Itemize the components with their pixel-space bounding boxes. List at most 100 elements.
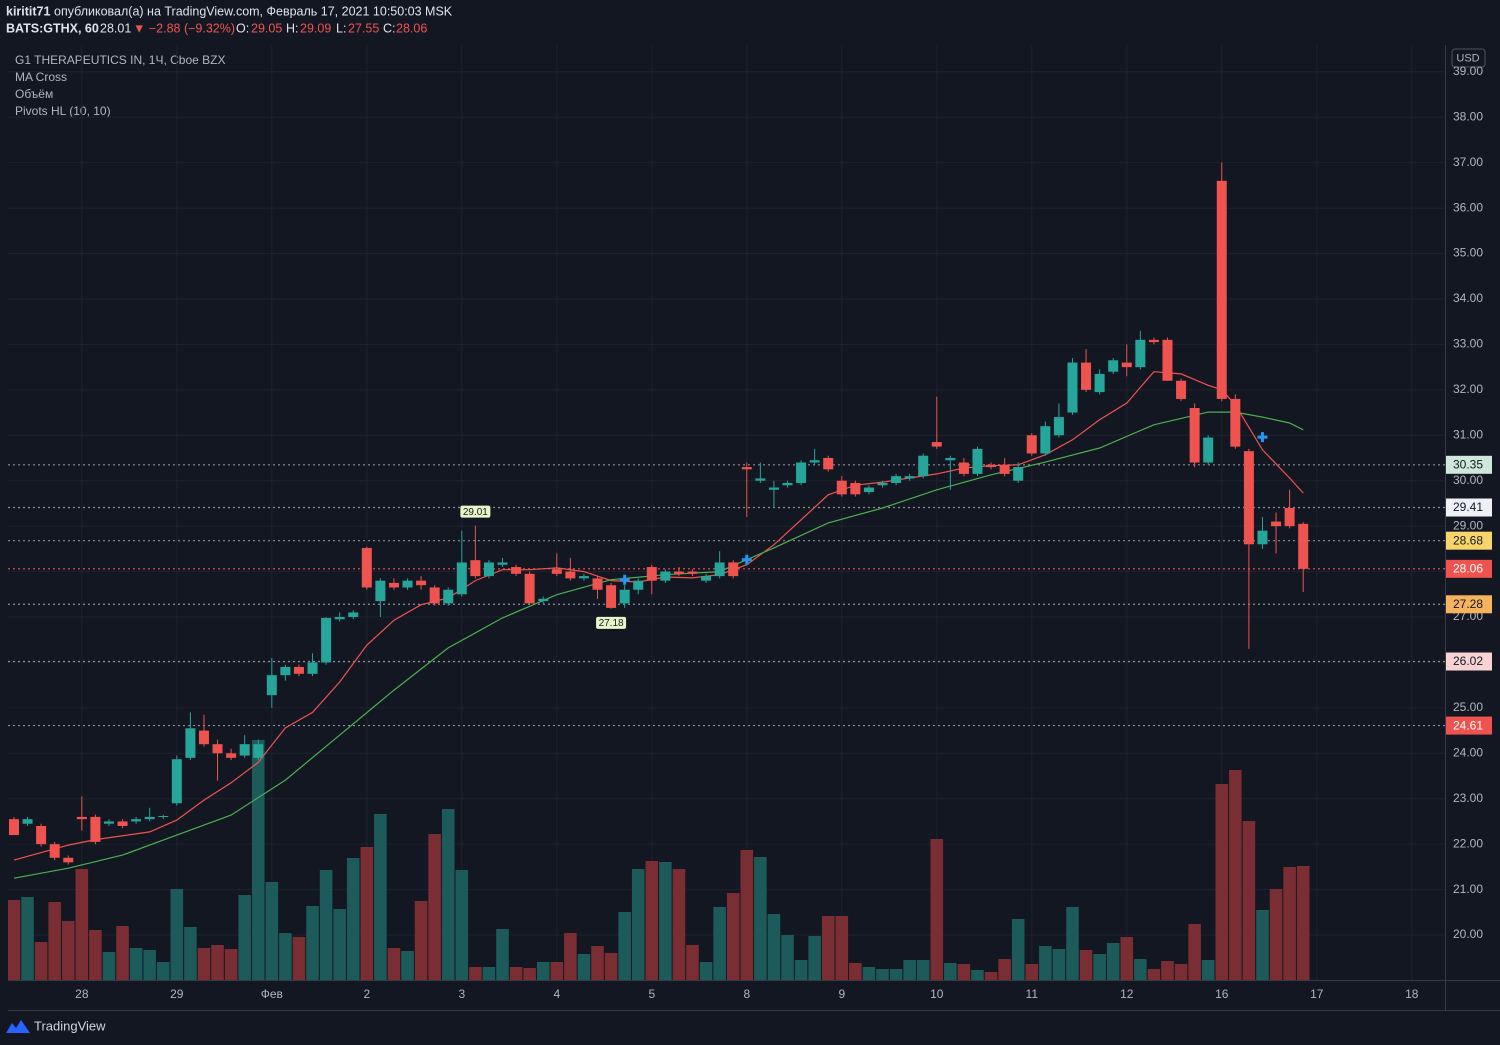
volume-bar — [265, 882, 279, 980]
candle-body — [1094, 373, 1105, 393]
candle-body — [22, 819, 33, 824]
published: опубликовал(а) на TradingView.com, Февра… — [54, 4, 453, 18]
level-label-box — [1446, 595, 1492, 614]
volume-bar — [75, 869, 89, 980]
volume-bar — [360, 847, 374, 980]
x-tick-label: 2 — [363, 987, 370, 1001]
volume-bar — [604, 953, 618, 980]
volume-bar — [1079, 950, 1093, 980]
level-label: 30.35 — [1453, 457, 1483, 471]
volume-bar — [984, 972, 998, 980]
candle-body — [266, 675, 277, 696]
pivot-label: 27.18 — [599, 618, 624, 629]
candle-body — [185, 728, 196, 758]
volume-bar — [129, 948, 143, 980]
volume-bar — [591, 946, 604, 980]
candle-body — [768, 487, 779, 490]
candle-body — [90, 816, 101, 842]
x-tick-label: 8 — [743, 987, 750, 1001]
volume-bar — [306, 906, 319, 980]
candle-body — [497, 562, 508, 565]
volume-bar — [224, 949, 238, 980]
x-tick-label: 11 — [1026, 987, 1039, 1001]
volume-bar — [21, 897, 34, 980]
volume-bar — [401, 951, 414, 980]
volume-bar — [1134, 959, 1147, 980]
l-value: 27.55 — [348, 21, 379, 35]
volume-bar — [1106, 943, 1120, 980]
level-label-box — [1446, 652, 1492, 671]
level-label-box — [1446, 559, 1492, 578]
ma-cross — [741, 554, 752, 565]
x-tick-label: 4 — [553, 987, 560, 1001]
volume-bar — [184, 927, 197, 980]
currency: USD — [1456, 52, 1479, 64]
volume-bar — [849, 963, 862, 980]
volume-bar — [1052, 949, 1066, 980]
candle-body — [592, 578, 603, 590]
candle-body — [673, 571, 684, 574]
candle-body — [1026, 435, 1037, 454]
logo-icon — [6, 1020, 30, 1033]
candle-body — [429, 587, 440, 604]
plot-area: 29.01 27.18 — [8, 45, 1445, 980]
volume-bar — [821, 916, 835, 980]
level-label: 24.61 — [1453, 718, 1483, 732]
level-label-box — [1446, 498, 1492, 517]
level-label: 26.02 — [1453, 654, 1483, 668]
legend-item: Объём — [15, 87, 53, 101]
candle-body — [49, 844, 60, 858]
legend-item: Pivots HL (10, 10) — [15, 104, 111, 118]
candle-body — [511, 567, 522, 574]
candle-body — [1189, 408, 1200, 463]
candle-body — [456, 562, 467, 595]
volume-bar — [903, 960, 916, 980]
candle-body — [348, 612, 359, 617]
c-value: 28.06 — [396, 21, 427, 35]
candle-body — [823, 457, 834, 470]
volume-bar — [441, 809, 455, 980]
footer-brand: TradingView — [34, 1018, 106, 1033]
candle-body — [1067, 362, 1078, 413]
volume-bar — [726, 893, 740, 980]
candle-body — [1176, 380, 1187, 399]
candle-body — [1203, 437, 1214, 463]
o-value: 29.05 — [251, 21, 282, 35]
o-label: O: — [236, 21, 249, 35]
volume-bar — [916, 960, 930, 980]
volume-bar — [523, 968, 536, 980]
volume-bar — [156, 962, 170, 980]
volume-bar — [618, 912, 631, 980]
y-tick-label: 32.00 — [1453, 382, 1483, 396]
volume-bar — [767, 914, 781, 980]
candle-body — [633, 580, 644, 590]
y-tick-label: 22.00 — [1453, 836, 1483, 850]
volume-bar — [455, 870, 469, 980]
candle-body — [728, 562, 739, 577]
volume-bar — [1242, 821, 1256, 980]
candle-body — [877, 482, 888, 486]
candle-body — [972, 448, 983, 474]
x-tick-label: 17 — [1310, 987, 1324, 1001]
volume-bar — [1269, 889, 1283, 980]
volume-bar — [631, 869, 645, 980]
volume-bar — [781, 935, 794, 980]
ma-cross — [619, 574, 630, 585]
c-label: C: — [383, 21, 396, 35]
volume-bar — [197, 948, 211, 980]
volume-bar — [116, 926, 129, 980]
symbol: BATS:GTHX, 60 — [6, 21, 99, 35]
candle-body — [103, 821, 114, 824]
x-tick-label: 18 — [1405, 987, 1419, 1001]
candle-body — [443, 589, 454, 604]
currency-box — [1451, 48, 1486, 68]
x-tick-label: 12 — [1120, 987, 1134, 1001]
y-tick-label: 39.00 — [1453, 64, 1483, 78]
volume-bar — [8, 900, 21, 980]
candle-body — [8, 819, 19, 836]
candle-body — [687, 571, 698, 574]
volume-bar — [251, 740, 265, 980]
candle-body — [1298, 523, 1309, 569]
